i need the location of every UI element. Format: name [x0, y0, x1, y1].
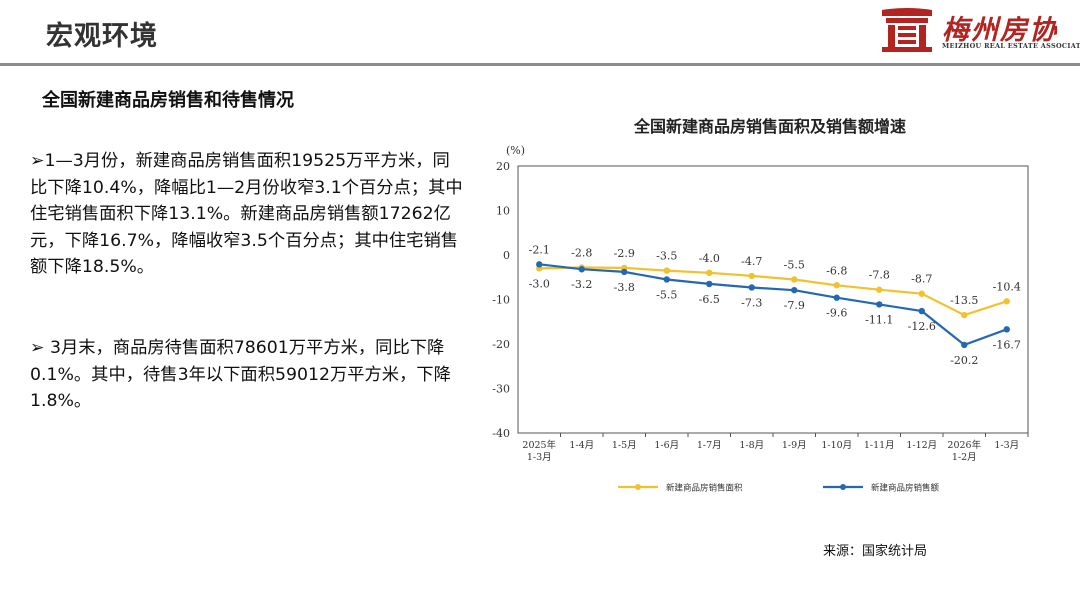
- data-label-0-11: -10.4: [993, 280, 1021, 293]
- point-0-10: [961, 311, 968, 319]
- data-label-0-9: -8.7: [911, 273, 932, 286]
- header-bar: 宏观环境 梅州房协 MEIZHOU REAL ESTATE ASSOCIATIO…: [0, 0, 1080, 66]
- logo-name: 梅州房协: [942, 15, 1058, 46]
- data-label-0-5: -4.7: [741, 255, 762, 268]
- data-label-1-3: -5.5: [656, 288, 677, 301]
- data-label-1-7: -9.6: [826, 307, 847, 320]
- header-divider: [0, 63, 1080, 66]
- x-tick-label-9-0: 1-12月: [906, 440, 937, 451]
- chart-title: 全国新建商品房销售面积及销售额增速: [633, 117, 906, 136]
- chart-svg: 全国新建商品房销售面积及销售额增速 (%) 20 10 0 -10 -20 -30 -40 2…: [492, 117, 1029, 494]
- data-label-0-8: -7.8: [869, 269, 890, 282]
- x-tick-label-4-0: 1-7月: [697, 440, 722, 451]
- point-0-9: [918, 290, 925, 297]
- data-label-1-9: -12.6: [908, 320, 936, 333]
- growth-chart: 全国新建商品房销售面积及销售额增速 (%) 20 10 0 -10 -20 -30 -40 2…: [478, 100, 1048, 520]
- y-tick-label-2: 0: [503, 249, 510, 262]
- point-1-2: [621, 268, 628, 276]
- x-tick-label-5-0: 1-8月: [739, 440, 764, 451]
- x-tick-label-8-0: 1-11月: [864, 440, 895, 451]
- x-tick-label-1-0: 1-4月: [569, 440, 594, 451]
- y-tick-label-1: 10: [496, 205, 510, 218]
- data-label-0-4: -4.0: [699, 252, 720, 265]
- data-label-0-2: -2.9: [614, 247, 635, 260]
- data-label-0-10: -13.5: [950, 294, 978, 307]
- data-label-1-4: -6.5: [699, 293, 720, 306]
- data-label-1-1: -3.2: [571, 278, 592, 291]
- y-tick-label-6: -40: [492, 427, 510, 440]
- point-1-6: [791, 286, 798, 294]
- x-tick-label-11-0: 1-3月: [994, 440, 1019, 451]
- section-title: 全国新建商品房销售和待售情况: [42, 90, 294, 111]
- x-tick-label-7-0: 1-10月: [821, 440, 852, 451]
- association-logo: 梅州房协 MEIZHOU REAL ESTATE ASSOCIATION: [880, 6, 1080, 56]
- legend-label-1: 新建商品房销售额: [871, 483, 940, 494]
- point-1-7: [833, 294, 840, 301]
- logo-subtitle: MEIZHOU REAL ESTATE ASSOCIATION: [942, 42, 1080, 50]
- point-0-4: [706, 269, 713, 276]
- series-line-1: [539, 263, 1008, 347]
- data-label-1-5: -7.3: [741, 296, 762, 309]
- data-label-1-10: -20.2: [950, 354, 978, 367]
- y-axis-unit: (%): [506, 144, 525, 157]
- logo-emblem-icon: [882, 8, 932, 52]
- point-1-10: [961, 341, 968, 349]
- point-0-7: [833, 282, 840, 289]
- legend-label-0: 新建商品房销售面积: [666, 483, 743, 494]
- legend-marker-1: [840, 484, 846, 490]
- point-1-0: [536, 261, 543, 268]
- paragraph-inventory: ➢ 3月末，商品房待售面积78601万平方米，同比下降0.1%。其中，待售3年以…: [30, 338, 451, 411]
- point-1-11: [1003, 326, 1010, 333]
- data-label-1-8: -11.1: [865, 313, 893, 326]
- source-note: 来源：国家统计局: [823, 544, 928, 559]
- y-tick-label-4: -20: [492, 338, 510, 351]
- x-tick-label-3-0: 1-6月: [654, 440, 679, 451]
- x-tick-label-10-0: 2026年: [947, 439, 981, 451]
- point-1-9: [918, 307, 925, 315]
- point-0-5: [748, 272, 755, 280]
- x-tick-label-0-0: 2025年: [522, 439, 556, 451]
- point-0-8: [876, 286, 883, 293]
- page-title: 宏观环境: [46, 21, 158, 52]
- y-tick-label-3: -10: [492, 294, 510, 307]
- point-1-1: [578, 266, 585, 273]
- data-label-1-0: -2.1: [529, 243, 550, 256]
- x-tick-label-2-0: 1-5月: [612, 440, 637, 451]
- x-tick-label-10-1: 1-2月: [952, 452, 977, 463]
- point-0-6: [791, 276, 798, 283]
- x-tick-label-6-0: 1-9月: [782, 440, 807, 451]
- point-0-11: [1003, 298, 1010, 305]
- legend-marker-0: [635, 484, 641, 490]
- data-label-0-6: -5.5: [784, 258, 805, 271]
- data-label-0-3: -3.5: [656, 250, 677, 263]
- data-label-1-11: -16.7: [993, 338, 1021, 351]
- point-1-8: [876, 301, 883, 308]
- y-tick-label-0: 20: [496, 160, 510, 173]
- y-tick-label-5: -30: [492, 383, 510, 396]
- x-tick-label-0-1: 1-3月: [527, 452, 552, 463]
- paragraph-sales: ➢1—3月份，新建商品房销售面积19525万平方米，同比下降10.4%，降幅比1…: [30, 151, 463, 277]
- series-line-0: [539, 266, 1008, 317]
- data-label-1-2: -3.8: [614, 281, 635, 294]
- point-1-5: [748, 284, 755, 291]
- point-1-3: [663, 276, 670, 283]
- data-label-1-6: -7.9: [784, 299, 805, 312]
- point-0-3: [663, 267, 670, 274]
- point-1-4: [706, 280, 713, 288]
- data-label-0-1: -2.8: [571, 246, 592, 259]
- data-label-0-7: -6.8: [826, 264, 847, 277]
- data-label-0-0: -3.0: [529, 277, 550, 290]
